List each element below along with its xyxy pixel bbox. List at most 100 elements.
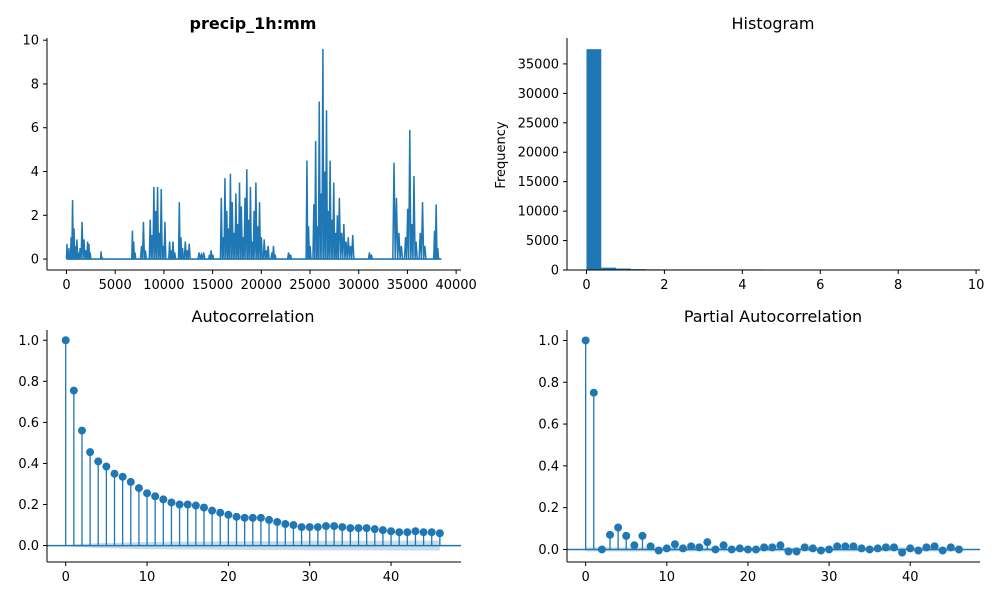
timeseries-y-tick-label: 10 bbox=[22, 34, 39, 49]
pacf-point bbox=[946, 543, 955, 552]
acf-point bbox=[110, 469, 119, 478]
acf-y-tick-label: 0.2 bbox=[18, 498, 39, 513]
timeseries-series-line bbox=[78, 221, 88, 260]
acf-x-tick-label: 30 bbox=[301, 570, 318, 585]
pacf-point bbox=[638, 531, 647, 540]
acf-point bbox=[175, 500, 184, 509]
acf-point bbox=[435, 529, 444, 538]
histogram-ylabel: Frequency bbox=[494, 121, 509, 188]
acf-axes: 0 10 20 30 40 0.0 0.2 0.4 0.6 0.8 1.0 bbox=[18, 330, 461, 585]
acf-point bbox=[69, 386, 78, 395]
acf-point bbox=[289, 521, 298, 530]
timeseries-series-line bbox=[312, 48, 340, 260]
pacf-point bbox=[833, 542, 842, 551]
acf-point bbox=[134, 484, 143, 493]
pacf-point bbox=[873, 544, 882, 553]
acf-point bbox=[151, 492, 160, 501]
pacf-point bbox=[687, 542, 696, 551]
acf-point bbox=[403, 528, 412, 537]
pacf-y-tick-label: 0.6 bbox=[538, 418, 559, 433]
timeseries-x-tick-label: 20000 bbox=[241, 278, 282, 293]
timeseries-x-tick-label: 10000 bbox=[143, 278, 184, 293]
timeseries-x-tick-label: 5000 bbox=[99, 278, 132, 293]
acf-point bbox=[143, 489, 152, 498]
pacf-point bbox=[703, 538, 712, 547]
panel-pacf: Partial Autocorrelation 0 10 20 30 400.00.20… bbox=[538, 307, 980, 585]
pacf-point bbox=[784, 547, 793, 556]
acf-point bbox=[224, 510, 233, 519]
pacf-point bbox=[816, 546, 825, 555]
timeseries-series-line bbox=[86, 241, 92, 260]
acf-point bbox=[370, 525, 379, 534]
pacf-y-tick-label: 0.8 bbox=[538, 376, 559, 391]
acf-x-tick-label: 40 bbox=[383, 570, 400, 585]
pacf-y-tick-label: 0.2 bbox=[538, 501, 559, 516]
pacf-point bbox=[622, 531, 631, 540]
histogram-bars-layer bbox=[586, 49, 765, 270]
timeseries-series-line bbox=[168, 241, 177, 260]
pacf-point bbox=[825, 545, 834, 554]
acf-point bbox=[256, 513, 265, 522]
histogram-axes: 0 2 4 6 8 10 0 5000 10000 15000 20000 25000 30000 350… bbox=[518, 38, 985, 293]
acf-point bbox=[338, 523, 347, 532]
panel-histogram: Histogram Frequency 0 2 4 6 8 10 0 5000 10000 150… bbox=[494, 14, 984, 293]
pacf-axes: 0 10 20 30 40 0.0 0.2 0.4 0.6 0.8 1.0 bbox=[538, 330, 980, 585]
pacf-point bbox=[695, 543, 704, 552]
pacf-point bbox=[727, 545, 736, 554]
pacf-x-tick-label: 20 bbox=[740, 570, 757, 585]
acf-point bbox=[216, 508, 225, 517]
timeseries-series-line bbox=[197, 251, 206, 260]
pacf-point bbox=[898, 548, 907, 557]
pacf-point bbox=[581, 336, 590, 345]
acf-stems-layer bbox=[47, 336, 461, 547]
timeseries-y-tick-label: 0 bbox=[31, 253, 39, 268]
histogram-x-tick-label: 4 bbox=[738, 278, 746, 293]
pacf-y-tick-label: 0.4 bbox=[538, 459, 559, 474]
acf-point bbox=[94, 457, 103, 466]
pacf-point bbox=[889, 543, 898, 552]
acf-point bbox=[159, 495, 168, 504]
timeseries-series-line bbox=[131, 230, 137, 260]
timeseries-series-line bbox=[99, 251, 104, 260]
acf-point bbox=[199, 503, 208, 512]
pacf-point bbox=[597, 545, 606, 554]
histogram-x-tick-label: 8 bbox=[894, 278, 902, 293]
acf-y-tick-label: 0.0 bbox=[18, 539, 39, 554]
acf-y-tick-label: 0.8 bbox=[18, 375, 39, 390]
pacf-point bbox=[743, 545, 752, 554]
acf-x-tick-label: 20 bbox=[220, 570, 237, 585]
timeseries-series-line bbox=[207, 250, 215, 260]
acf-point bbox=[305, 523, 314, 532]
pacf-x-tick-label: 30 bbox=[821, 570, 838, 585]
pacf-point bbox=[938, 546, 947, 555]
acf-y-tick-label: 0.4 bbox=[18, 457, 39, 472]
timeseries-title: precip_1h:mm bbox=[190, 14, 317, 33]
pacf-point bbox=[646, 542, 655, 551]
timeseries-y-tick-label: 6 bbox=[31, 121, 39, 136]
acf-point bbox=[183, 500, 192, 509]
acf-point bbox=[118, 472, 127, 481]
timeseries-series-line bbox=[403, 129, 418, 260]
timeseries-x-tick-label: 40000 bbox=[435, 278, 476, 293]
pacf-point bbox=[857, 544, 866, 553]
timeseries-series-layer bbox=[65, 48, 442, 260]
pacf-point bbox=[752, 545, 761, 554]
timeseries-x-tick-label: 15000 bbox=[192, 278, 233, 293]
acf-y-tick-label: 1.0 bbox=[18, 334, 39, 349]
pacf-x-tick-label: 10 bbox=[659, 570, 676, 585]
acf-point bbox=[346, 524, 355, 533]
acf-point bbox=[313, 523, 322, 532]
histogram-y-tick-label: 25000 bbox=[518, 116, 559, 131]
histogram-y-tick-label: 5000 bbox=[526, 234, 559, 249]
timeseries-x-tick-label: 0 bbox=[62, 278, 70, 293]
histogram-x-tick-label: 10 bbox=[968, 278, 985, 293]
pacf-point bbox=[719, 541, 728, 550]
pacf-y-tick-label: 1.0 bbox=[538, 334, 559, 349]
pacf-point bbox=[614, 523, 623, 532]
pacf-point bbox=[954, 545, 963, 554]
histogram-title: Histogram bbox=[732, 14, 815, 33]
acf-point bbox=[208, 506, 217, 515]
timeseries-series-line bbox=[392, 162, 404, 260]
timeseries-x-tick-label: 25000 bbox=[289, 278, 330, 293]
pacf-point bbox=[760, 543, 769, 552]
